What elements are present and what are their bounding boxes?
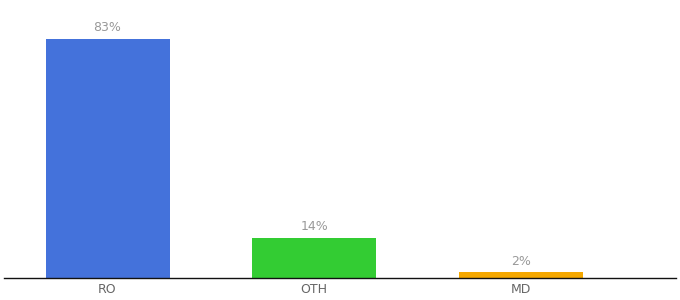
Bar	[252, 238, 376, 278]
Text: 2%: 2%	[511, 255, 531, 268]
Text: 14%: 14%	[301, 220, 328, 233]
Bar	[46, 39, 169, 278]
Bar	[459, 272, 583, 278]
Text: 83%: 83%	[94, 21, 122, 34]
